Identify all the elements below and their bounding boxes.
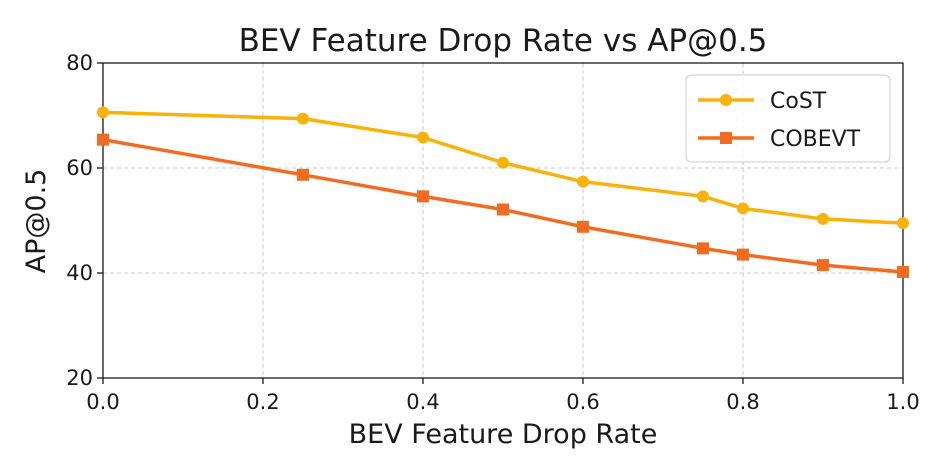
x-tick-label: 0.4: [406, 390, 439, 414]
legend: CoST COBEVT: [685, 74, 891, 163]
chart-title: BEV Feature Drop Rate vs AP@0.5: [239, 23, 768, 59]
y-tick-label: 60: [66, 156, 93, 180]
y-tick-label: 80: [66, 51, 93, 75]
legend-label-cost: CoST: [770, 89, 827, 114]
data-point: [497, 156, 509, 169]
x-tick-label: 0.6: [566, 390, 599, 414]
series-layer: [97, 106, 909, 278]
legend-label-cobevt: COBEVT: [770, 127, 861, 152]
data-point: [697, 190, 709, 203]
x-tick-label: 1.0: [886, 390, 919, 414]
x-axis-title: BEV Feature Drop Rate: [349, 419, 658, 450]
data-point: [697, 242, 709, 255]
data-point: [737, 248, 749, 261]
data-point: [577, 175, 589, 188]
data-point: [817, 259, 829, 272]
x-tick-label: 0.2: [246, 390, 279, 414]
data-point: [817, 212, 829, 225]
legend-box: [685, 74, 891, 163]
data-point: [297, 112, 309, 125]
x-tick-label: 0.8: [726, 390, 759, 414]
data-point: [737, 202, 749, 215]
legend-marker-cobevt: [720, 132, 732, 144]
y-tick-label: 20: [66, 366, 93, 390]
data-point: [497, 203, 509, 216]
data-point: [897, 217, 909, 230]
data-point: [417, 131, 429, 144]
data-point: [417, 190, 429, 203]
data-point: [297, 168, 309, 181]
data-point: [577, 220, 589, 233]
data-point: [97, 133, 109, 146]
axes: 0.0 0.2 0.4 0.6 0.8 1.0 20 40 60 80: [66, 51, 919, 414]
x-tick-label: 0.0: [86, 390, 119, 414]
data-point: [897, 265, 909, 278]
data-point: [97, 106, 109, 119]
legend-marker-cost: [720, 94, 732, 106]
y-tick-label: 40: [66, 261, 93, 285]
y-axis-title: AP@0.5: [21, 169, 52, 274]
